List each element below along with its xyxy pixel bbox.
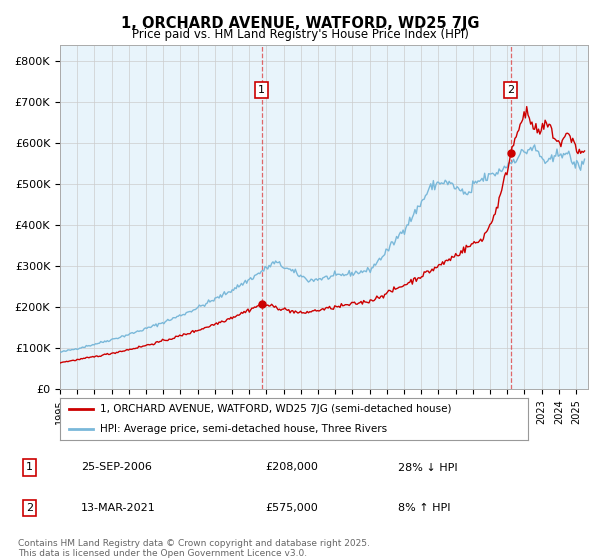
Text: 8% ↑ HPI: 8% ↑ HPI bbox=[398, 503, 451, 513]
Text: 2: 2 bbox=[26, 503, 33, 513]
Text: 2: 2 bbox=[507, 85, 514, 95]
Text: 13-MAR-2021: 13-MAR-2021 bbox=[81, 503, 156, 513]
Text: £208,000: £208,000 bbox=[265, 463, 319, 473]
Text: £575,000: £575,000 bbox=[265, 503, 318, 513]
Text: 25-SEP-2006: 25-SEP-2006 bbox=[81, 463, 152, 473]
Text: 28% ↓ HPI: 28% ↓ HPI bbox=[398, 463, 458, 473]
Text: Price paid vs. HM Land Registry's House Price Index (HPI): Price paid vs. HM Land Registry's House … bbox=[131, 28, 469, 41]
Text: 1, ORCHARD AVENUE, WATFORD, WD25 7JG (semi-detached house): 1, ORCHARD AVENUE, WATFORD, WD25 7JG (se… bbox=[100, 404, 451, 414]
Text: 1: 1 bbox=[26, 463, 33, 473]
Text: Contains HM Land Registry data © Crown copyright and database right 2025.
This d: Contains HM Land Registry data © Crown c… bbox=[18, 539, 370, 558]
Text: 1: 1 bbox=[258, 85, 265, 95]
Text: 1, ORCHARD AVENUE, WATFORD, WD25 7JG: 1, ORCHARD AVENUE, WATFORD, WD25 7JG bbox=[121, 16, 479, 31]
Text: HPI: Average price, semi-detached house, Three Rivers: HPI: Average price, semi-detached house,… bbox=[100, 424, 387, 434]
